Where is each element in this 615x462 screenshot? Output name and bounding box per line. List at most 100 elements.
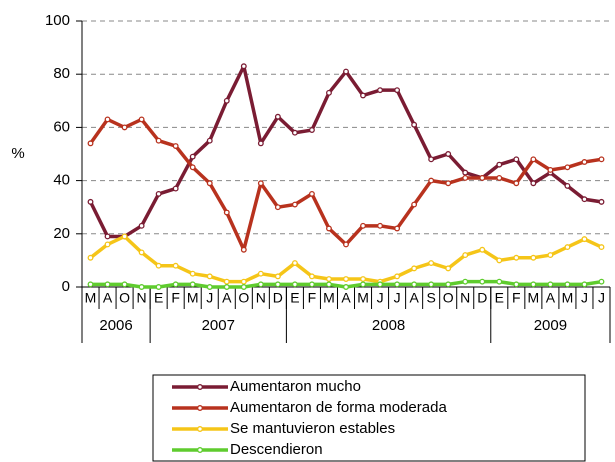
y-axis-label: % <box>11 145 24 162</box>
x-tick-label: A <box>222 290 232 306</box>
y-tick-label: 0 <box>62 278 70 295</box>
point <box>223 209 230 216</box>
point <box>394 281 401 288</box>
point <box>206 273 213 280</box>
x-tick-label: E <box>290 290 299 306</box>
point <box>121 124 128 131</box>
point <box>428 177 435 184</box>
legend-marker <box>197 405 203 411</box>
point <box>308 273 315 280</box>
point <box>326 281 332 288</box>
x-tick-label: D <box>273 290 283 306</box>
point <box>445 151 452 157</box>
point <box>104 116 111 123</box>
x-tick-label: M <box>357 290 369 306</box>
point <box>547 252 554 259</box>
point <box>445 180 452 187</box>
point <box>308 281 315 288</box>
point <box>104 241 111 248</box>
point <box>462 252 469 259</box>
x-tick-label: J <box>394 290 401 306</box>
point <box>360 222 366 229</box>
point <box>394 225 401 232</box>
x-tick-label: A <box>341 290 351 306</box>
point <box>87 254 94 261</box>
point <box>513 281 520 288</box>
x-tick-label: N <box>137 290 147 306</box>
x-tick-label: J <box>377 290 384 306</box>
point <box>87 198 94 205</box>
point <box>496 278 503 285</box>
point <box>138 249 145 256</box>
point <box>598 198 605 205</box>
point <box>155 137 162 144</box>
legend-box <box>152 374 586 462</box>
point <box>598 278 605 285</box>
point <box>189 164 196 171</box>
x-tick-label: E <box>495 290 504 306</box>
point <box>121 233 128 240</box>
x-tick-label: M <box>85 290 97 306</box>
point <box>206 137 213 144</box>
point <box>223 97 230 104</box>
point <box>223 284 230 290</box>
y-tick-label: 80 <box>53 65 70 82</box>
point <box>564 281 571 288</box>
point <box>257 180 264 187</box>
point <box>530 180 537 187</box>
point <box>172 281 179 288</box>
point <box>581 281 588 288</box>
point <box>87 281 94 288</box>
point <box>274 113 281 120</box>
point <box>326 276 332 282</box>
point <box>479 278 486 285</box>
point <box>479 246 486 253</box>
point <box>291 201 298 208</box>
x-tick-label: M <box>187 290 199 306</box>
y-tick-label: 40 <box>53 172 70 189</box>
point <box>172 143 179 149</box>
point <box>598 156 605 163</box>
year-label: 2006 <box>99 317 132 334</box>
point <box>257 281 264 288</box>
x-tick-label: J <box>598 290 605 306</box>
point <box>274 281 281 288</box>
point <box>172 185 179 192</box>
point <box>445 265 452 272</box>
point <box>411 265 418 272</box>
point <box>138 284 145 290</box>
point <box>513 254 520 261</box>
point <box>343 276 349 282</box>
point <box>496 257 503 264</box>
x-tick-label: F <box>512 290 521 306</box>
point <box>343 68 349 75</box>
point <box>274 204 281 211</box>
point <box>326 89 332 96</box>
point <box>240 63 247 70</box>
point <box>377 281 384 288</box>
point <box>530 254 537 261</box>
x-tick-label: M <box>528 290 540 306</box>
point <box>513 156 520 163</box>
point <box>291 281 298 288</box>
point <box>547 167 554 173</box>
year-label: 2007 <box>202 317 235 334</box>
x-tick-label: E <box>154 290 163 306</box>
x-tick-label: S <box>426 290 435 306</box>
point <box>257 140 264 147</box>
x-tick-label: M <box>562 290 574 306</box>
point <box>581 236 588 243</box>
point <box>513 180 520 187</box>
x-tick-label: O <box>119 290 130 306</box>
point <box>462 278 469 285</box>
point <box>496 161 503 168</box>
point <box>240 278 247 285</box>
legend-marker <box>197 384 203 390</box>
point <box>581 196 588 203</box>
y-tick-label: 100 <box>45 12 70 29</box>
point <box>360 281 366 288</box>
point <box>172 262 179 269</box>
legend-label: Aumentaron mucho <box>230 378 361 395</box>
year-label: 2009 <box>534 317 567 334</box>
